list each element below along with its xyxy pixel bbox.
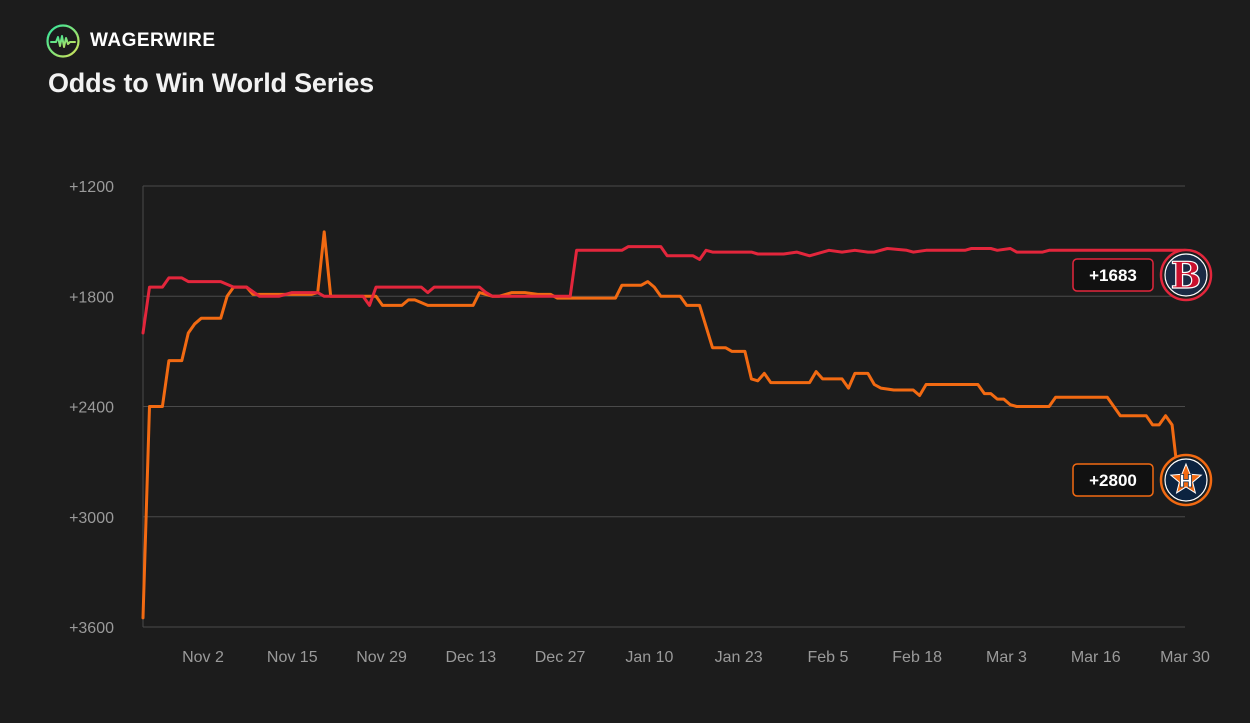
- chart-title: Odds to Win World Series: [48, 68, 374, 98]
- brand-name: WAGERWIRE: [90, 30, 216, 51]
- x-tick-label: Nov 15: [267, 649, 318, 666]
- x-tick-label: Feb 18: [892, 649, 942, 666]
- astros-h-glyph: H: [1179, 472, 1193, 492]
- y-tick-label: +3600: [69, 620, 114, 637]
- y-tick-label: +3000: [69, 510, 114, 527]
- astros-star-logo-icon: H: [1159, 453, 1213, 507]
- x-tick-label: Dec 13: [445, 649, 496, 666]
- x-tick-label: Mar 3: [986, 649, 1027, 666]
- x-tick-label: Jan 10: [625, 649, 673, 666]
- x-tick-label: Nov 29: [356, 649, 407, 666]
- y-tick-label: +1200: [69, 179, 114, 196]
- wagerwire-logo-icon: [46, 24, 80, 58]
- y-tick-label: +2400: [69, 400, 114, 417]
- series-line-astros: [141, 230, 1187, 620]
- y-tick-label: +1800: [69, 289, 114, 306]
- x-tick-label: Feb 5: [807, 649, 848, 666]
- odds-badge-astros: [1072, 463, 1154, 497]
- x-tick-label: Mar 30: [1160, 649, 1210, 666]
- odds-badge-label-red-sox: +1683: [1089, 266, 1137, 285]
- astros-star-shape: [1169, 462, 1203, 494]
- logo-disc: [1164, 253, 1208, 297]
- brand-header: WAGERWIRE: [46, 24, 216, 58]
- x-tick-label: Jan 23: [715, 649, 763, 666]
- series-line-red-sox: [141, 245, 1187, 335]
- red-sox-b-logo-icon: B: [1159, 248, 1213, 302]
- odds-badge-label-astros: +2800: [1089, 471, 1137, 490]
- red-sox-b-glyph: B: [1171, 255, 1201, 297]
- x-tick-label: Dec 27: [535, 649, 586, 666]
- x-tick-label: Nov 2: [182, 649, 224, 666]
- x-tick-label: Mar 16: [1071, 649, 1121, 666]
- odds-badge-red-sox: [1072, 258, 1154, 292]
